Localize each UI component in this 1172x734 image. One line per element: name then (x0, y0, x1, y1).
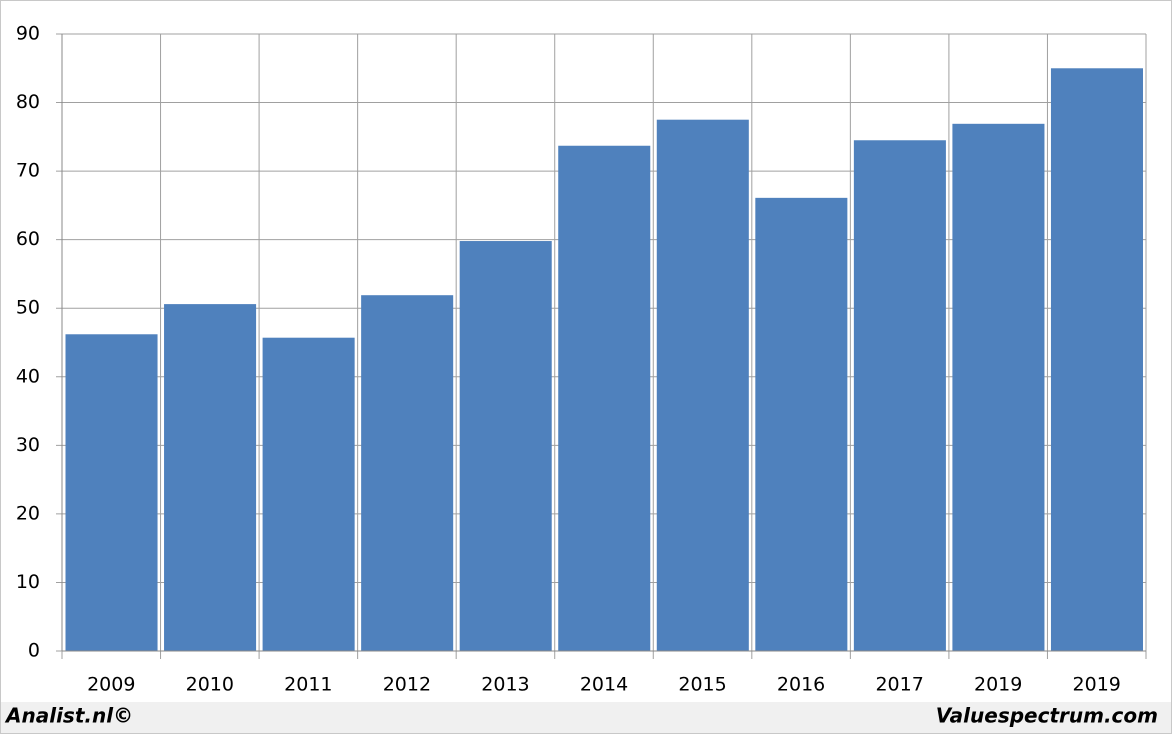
bar (262, 337, 355, 651)
y-tick-label: 60 (16, 228, 40, 250)
bar (952, 123, 1045, 651)
bar (459, 241, 552, 651)
x-tick-label: 2019 (1073, 674, 1121, 696)
bar (361, 295, 454, 651)
x-tick-label: 2010 (186, 674, 234, 696)
x-tick-label: 2011 (284, 674, 332, 696)
x-tick-label: 2019 (974, 674, 1022, 696)
x-tick-label: 2016 (777, 674, 825, 696)
x-tick-label: 2013 (481, 674, 529, 696)
x-tick-label: 2017 (875, 674, 923, 696)
footer-right: Valuespectrum.com (936, 704, 1158, 728)
y-tick-label: 80 (16, 91, 40, 113)
y-tick-label: 40 (16, 365, 40, 387)
bar (755, 197, 848, 651)
y-tick-label: 20 (16, 502, 40, 524)
y-tick-label: 70 (16, 160, 40, 182)
x-tick-label: 2012 (383, 674, 431, 696)
x-tick-label: 2015 (678, 674, 726, 696)
bar (558, 145, 651, 652)
footer-left: Analist.nl© (4, 704, 133, 728)
x-tick-label: 2014 (580, 674, 628, 696)
y-tick-label: 0 (28, 640, 40, 662)
x-tick-label: 2009 (87, 674, 135, 696)
bar (65, 334, 158, 651)
bar (853, 140, 946, 651)
y-tick-label: 10 (16, 571, 40, 593)
bar (164, 304, 257, 651)
y-tick-label: 50 (16, 297, 40, 319)
y-tick-label: 90 (16, 23, 40, 45)
bar (656, 119, 749, 651)
footer-strip (1, 702, 1171, 733)
bar (1050, 68, 1143, 652)
y-tick-label: 30 (16, 434, 40, 456)
